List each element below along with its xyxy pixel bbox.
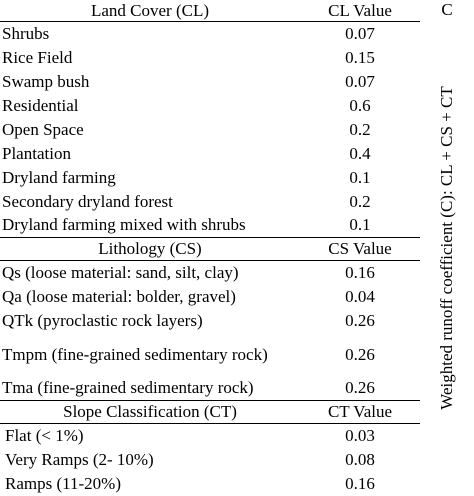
lithology-header-row: Lithology (CS) CS Value	[0, 237, 474, 261]
land-cover-header-row: Land Cover (CL) CL Value C Weighted runo…	[0, 0, 474, 410]
ct-value: 0.03	[345, 425, 375, 445]
cl-value: 0.1	[300, 213, 420, 238]
cs-value: 0.26	[345, 344, 375, 364]
table-row: Qs (loose material: sand, silt, clay) 0.…	[0, 260, 474, 284]
ct-value: 0.08	[345, 449, 375, 469]
table-row: Ramps (11-20%) 0.16	[0, 471, 474, 495]
cl-value: 0.07	[345, 71, 375, 91]
lithology-name: Tma (fine-grained sedimentary rock)	[0, 376, 300, 401]
table-row: Rice Field 0.15	[0, 45, 474, 69]
ct-value-header: CT Value	[300, 400, 420, 424]
land-cover-name: Rice Field	[2, 47, 73, 67]
table-row: Very Ramps (2- 10%) 0.08	[0, 447, 474, 471]
lithology-name: Tmpm (fine-grained sedimentary rock)	[2, 344, 268, 364]
slope-header: Slope Classification (CT)	[0, 400, 300, 424]
cl-value: 0.2	[349, 191, 371, 211]
lithology-header: Lithology (CS)	[0, 237, 300, 261]
table-row: Flat (< 1%) 0.03	[0, 423, 474, 447]
table-row: Secondary dryland forest 0.2	[0, 189, 474, 213]
cl-value: 0.07	[345, 23, 375, 43]
land-cover-name: Residential	[2, 95, 79, 115]
land-cover-name: Plantation	[2, 143, 71, 163]
c-header: C	[441, 0, 453, 19]
cl-value: 0.6	[349, 95, 371, 115]
table-row: Shrubs 0.07	[0, 21, 474, 45]
lithology-name: Qa (loose material: bolder, gravel)	[2, 286, 236, 306]
land-cover-name: Secondary dryland forest	[2, 191, 173, 211]
table-row: Residential 0.6	[0, 93, 474, 117]
cs-value-header: CS Value	[300, 237, 420, 261]
slope-name: Very Ramps (2- 10%)	[5, 449, 154, 469]
slope-name: Ramps (11-20%)	[5, 473, 121, 493]
table-row: Tma (fine-grained sedimentary rock) 0.26	[0, 376, 474, 401]
cs-value: 0.04	[345, 286, 375, 306]
table-row: Plantation 0.4	[0, 141, 474, 165]
ct-value: 0.16	[345, 473, 375, 493]
table-row: Open Space 0.2	[0, 117, 474, 141]
table-row: QTk (pyroclastic rock layers) 0.26	[0, 308, 474, 332]
land-cover-name: Open Space	[2, 119, 84, 139]
cs-value: 0.26	[300, 376, 420, 401]
land-cover-header: Land Cover (CL)	[0, 0, 300, 22]
lithology-name: QTk (pyroclastic rock layers)	[2, 310, 203, 330]
weighted-coefficient-column: C Weighted runoff coefficient (C): CL + …	[420, 0, 474, 496]
cl-value-header: CL Value	[300, 0, 420, 22]
land-cover-name: Dryland farming mixed with shrubs	[0, 213, 300, 238]
cs-value: 0.16	[345, 262, 375, 282]
slope-header-row: Slope Classification (CT) CT Value	[0, 400, 474, 424]
cl-value: 0.4	[349, 143, 371, 163]
table-row: Tmpm (fine-grained sedimentary rock) 0.2…	[0, 332, 474, 376]
cs-value: 0.26	[345, 310, 375, 330]
cl-value: 0.2	[349, 119, 371, 139]
table-row: Dryland farming 0.1	[0, 165, 474, 189]
cl-value: 0.15	[345, 47, 375, 67]
cl-value: 0.1	[349, 167, 371, 187]
weighted-coefficient-label: Weighted runoff coefficient (C): CL + CS…	[437, 86, 456, 410]
slope-name: Flat (< 1%)	[5, 425, 84, 445]
land-cover-name: Swamp bush	[2, 71, 90, 91]
table-row: Qa (loose material: bolder, gravel) 0.04	[0, 284, 474, 308]
table-row: Dryland farming mixed with shrubs 0.1	[0, 213, 474, 238]
land-cover-name: Dryland farming	[2, 167, 116, 187]
table-row: Swamp bush 0.07	[0, 69, 474, 93]
lithology-name: Qs (loose material: sand, silt, clay)	[2, 262, 239, 282]
land-cover-name: Shrubs	[2, 23, 50, 43]
